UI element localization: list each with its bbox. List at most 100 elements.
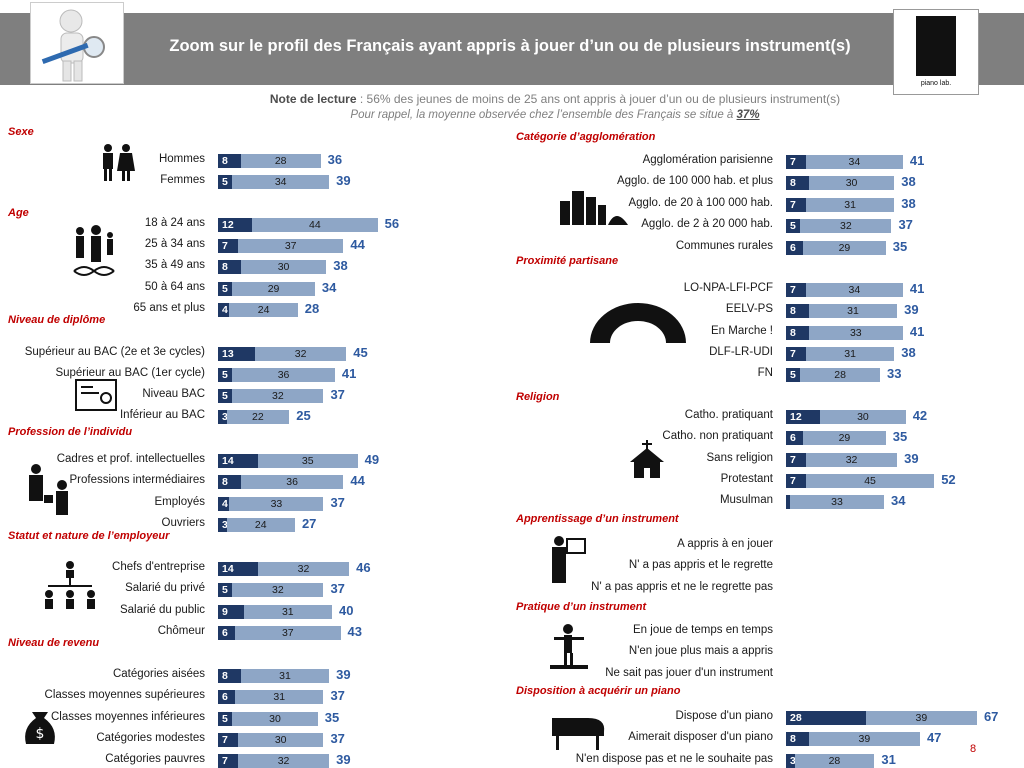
bar-segment-light: 30	[237, 733, 324, 747]
bar-segment-light: 34	[805, 283, 903, 297]
bar-segment-light: 29	[803, 431, 886, 445]
bar-total-label: 44	[350, 473, 365, 488]
section-title: Apprentissage d’un instrument	[516, 513, 679, 525]
row-label: Aimerait disposer d'un piano	[628, 731, 773, 743]
row-label: Communes rurales	[675, 240, 773, 252]
bar-total-label: 37	[330, 387, 345, 402]
bar-segment-dark: 8	[786, 732, 809, 746]
bar-total-label: 39	[336, 173, 351, 188]
bar-segment-light: 45	[805, 474, 935, 488]
bar-total-label: 38	[901, 345, 916, 360]
bar-total-label: 37	[330, 688, 345, 703]
bar-segment-light: 29	[232, 282, 315, 296]
bar-segment-light: 32	[237, 754, 330, 768]
bar-segment-light: 33	[790, 495, 885, 509]
bar-segment-dark: 8	[218, 260, 241, 274]
bar-segment-dark: 5	[218, 389, 233, 403]
row-label: Agglo. de 2 à 20 000 hab.	[641, 218, 773, 230]
money-bag-icon: $	[25, 712, 55, 744]
row-label: Agglomération parisienne	[642, 154, 773, 166]
political-spectrum-icon	[590, 303, 686, 343]
man-woman-icon	[103, 144, 135, 181]
row-label: 25 à 34 ans	[144, 238, 205, 250]
bar-total-label: 27	[301, 516, 317, 531]
row-label: En Marche !	[711, 325, 773, 337]
bar-segment-light: 32	[257, 562, 350, 576]
bar-total-label: 46	[356, 560, 371, 575]
bar-segment-dark: 13	[218, 347, 256, 361]
bar-segment-light: 32	[232, 583, 324, 597]
bar-segment-dark: 7	[786, 453, 806, 467]
row-label: Hommes	[158, 153, 205, 165]
bar-segment-dark: 5	[218, 282, 233, 296]
bar-total-label: 36	[327, 152, 343, 167]
row-label: Classes moyennes supérieures	[44, 689, 205, 701]
bar-segment-dark: 8	[218, 475, 241, 489]
bar-segment-dark: 3	[786, 754, 795, 768]
bar-segment-dark: 3	[218, 518, 227, 532]
church-icon	[630, 440, 664, 478]
city-skyline-icon	[560, 191, 628, 225]
bar-total-label: 35	[324, 710, 340, 725]
reminder-note: Pour rappel, la moyenne observée chez l’…	[150, 109, 960, 121]
row-label: N' a pas appris et le regrette	[628, 559, 773, 571]
row-label: N'en dispose pas et ne le souhaite pas	[575, 753, 773, 765]
bar-segment-dark: 3	[218, 410, 227, 424]
note-text: : 56% des jeunes de moins de 25 ans ont …	[356, 92, 841, 106]
row-label: N'en joue plus mais a appris	[628, 645, 773, 657]
bar-segment-dark: 8	[786, 176, 809, 190]
logo-text: piano lab.	[920, 80, 952, 87]
bar-total-label: 25	[296, 408, 311, 423]
row-label: Catho. pratiquant	[684, 409, 773, 421]
bar-segment-light: 36	[240, 475, 344, 489]
bar-segment-light: 33	[808, 326, 903, 340]
teacher-icon	[552, 536, 586, 583]
reminder-text: Pour rappel, la moyenne observée chez l’…	[350, 109, 737, 121]
magnifier-figure-logo	[30, 2, 124, 84]
row-label: Cadres et prof. intellectuelles	[56, 453, 205, 465]
bar-segment-dark: 6	[218, 626, 236, 640]
row-label: Employés	[154, 496, 206, 508]
bar-segment-dark: 4	[218, 303, 230, 317]
bar-segment-light: 30	[820, 410, 906, 424]
bar-total-label: 41	[909, 281, 925, 296]
bar-segment-light: 37	[235, 626, 341, 640]
bar-segment-dark: 8	[786, 326, 809, 340]
org-chart-icon	[45, 561, 95, 609]
bar-total-label: 41	[909, 153, 925, 168]
row-label: Ne sait pas jouer d'un instrument	[605, 667, 773, 679]
building-logo-icon	[916, 16, 956, 76]
section-title: Age	[8, 207, 29, 219]
row-label: Femmes	[160, 174, 205, 186]
bar-total-label: 41	[341, 366, 357, 381]
row-label: Agglo. de 20 à 100 000 hab.	[628, 197, 773, 209]
bar-segment-light: 36	[232, 368, 335, 382]
row-label: N' a pas appris et ne le regrette pas	[591, 581, 773, 593]
bar-segment-dark: 7	[218, 239, 238, 253]
row-label: LO-NPA-LFI-PCF	[683, 282, 773, 294]
worker-icon	[29, 464, 68, 515]
dancer-icon	[550, 624, 588, 669]
bar-segment-dark: 12	[218, 218, 253, 232]
bar-segment-dark: 8	[786, 304, 809, 318]
bar-segment-light: 30	[240, 260, 327, 274]
section-title: Pratique d’un instrument	[516, 601, 647, 613]
bar-segment-dark: 7	[786, 283, 806, 297]
section-title: Religion	[516, 391, 560, 403]
bar-segment-light: 32	[805, 453, 898, 467]
note-label: Note de lecture	[269, 92, 357, 106]
bar-total-label: 44	[350, 237, 365, 252]
bar-segment-light: 30	[808, 176, 895, 190]
section-title: Statut et nature de l’employeur	[8, 530, 170, 542]
bar-segment-light: 31	[805, 347, 895, 361]
bar-segment-light: 24	[229, 303, 298, 317]
bar-total-label: 38	[901, 196, 916, 211]
bar-total-label: 42	[912, 408, 928, 423]
bar-segment-dark: 14	[218, 454, 258, 468]
section-title: Niveau de diplôme	[8, 314, 106, 326]
bar-segment-dark: 6	[786, 241, 804, 255]
bar-segment-dark: 7	[786, 155, 806, 169]
section-title: Niveau de revenu	[8, 637, 100, 649]
page-title: Zoom sur le profil des Français ayant ap…	[169, 37, 851, 55]
page-number: 8	[970, 743, 977, 755]
